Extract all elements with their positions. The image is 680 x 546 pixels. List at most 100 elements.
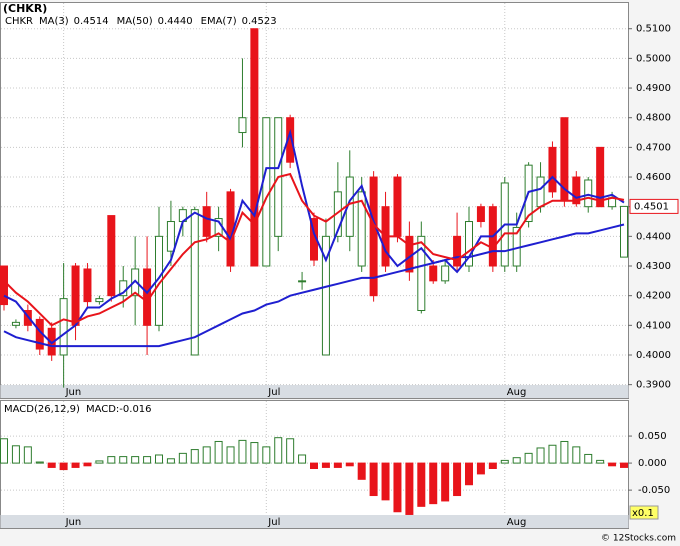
macd-bar <box>488 462 497 470</box>
macd-bar <box>274 437 283 464</box>
x-tick-label: Jul <box>267 387 280 398</box>
price-month-strip <box>0 385 629 398</box>
macd-bar <box>596 459 605 464</box>
candle-body <box>11 321 20 326</box>
scale-label: x0.1 <box>632 508 654 519</box>
candle-body <box>584 179 593 208</box>
price-panel <box>0 2 629 399</box>
macd-bar <box>226 446 235 464</box>
candle-body <box>250 28 259 267</box>
macd-bar <box>572 446 581 464</box>
macd-bar <box>23 446 32 464</box>
macd-bar <box>238 439 247 464</box>
candle-body <box>476 206 485 223</box>
indicator-line <box>3 128 625 345</box>
macd-bar <box>465 462 473 486</box>
macd-bar <box>310 462 318 470</box>
macd-title: MACD(26,12,9) <box>4 404 80 415</box>
macd-bar <box>369 462 378 497</box>
macd-bar <box>178 452 187 464</box>
macd-bar <box>417 462 426 507</box>
macd-bar <box>35 461 44 464</box>
macd-bar <box>59 462 68 471</box>
macd-bar <box>429 462 438 505</box>
legend-value: 0.4523 <box>242 16 277 27</box>
candle-body <box>321 235 330 356</box>
legend-value: 0.4440 <box>158 16 193 27</box>
macd-bar <box>441 462 450 502</box>
candle-body <box>453 235 462 267</box>
indicator-line <box>3 172 625 327</box>
macd-bar <box>536 447 545 464</box>
legend-name: EMA(7) <box>201 16 237 27</box>
candle-body <box>95 298 104 303</box>
macd-bar <box>524 452 533 464</box>
y-tick-label: 0.3900 <box>636 380 671 391</box>
legend-name: MA(50) <box>117 16 153 27</box>
y-tick-label: 0.5000 <box>636 53 671 64</box>
x-tick-label: Jun <box>65 517 82 528</box>
last-price-box <box>629 198 679 214</box>
macd-bar <box>453 462 462 497</box>
candle-body <box>298 280 307 283</box>
candle-body <box>238 117 247 134</box>
y-tick-label: 0.000 <box>638 458 667 469</box>
macd-bar <box>500 459 509 464</box>
macd-bar <box>333 462 342 468</box>
macd-bar <box>393 462 402 513</box>
macd-bar <box>512 457 521 464</box>
x-tick-label: Aug <box>507 387 527 398</box>
macd-bar <box>47 462 56 468</box>
macd-bar <box>190 449 199 464</box>
macd-bar <box>214 440 223 464</box>
macd-bar <box>83 462 92 467</box>
macd-bar <box>155 454 163 464</box>
chart-title: (CHKR) <box>3 2 47 15</box>
macd-bar <box>620 462 628 468</box>
candle-body <box>131 268 140 297</box>
candle-body <box>417 235 426 312</box>
macd-bar <box>262 446 271 464</box>
candle-body <box>0 265 8 306</box>
macd-bar <box>608 462 617 467</box>
candle-body <box>59 298 68 356</box>
macd-label: MACD:-0.016 <box>86 404 152 415</box>
macd-bar <box>381 462 390 501</box>
macd-bar <box>202 446 211 464</box>
candle-body <box>596 146 605 208</box>
candle-body <box>83 268 92 303</box>
legend-name: MA(3) <box>39 16 69 27</box>
candle-body <box>441 265 450 282</box>
macd-bar <box>0 438 8 464</box>
scale-box <box>629 505 659 520</box>
last-price-label: 0.4501 <box>634 201 669 212</box>
candle-body <box>71 265 80 326</box>
legend-symbol: CHKR <box>5 16 33 27</box>
y-tick-label: 0.4700 <box>636 142 671 153</box>
x-tick-label: Jun <box>65 387 82 398</box>
candle-body <box>572 176 581 205</box>
macd-month-strip <box>0 515 629 528</box>
macd-bar <box>71 462 80 468</box>
x-tick-label: Aug <box>507 517 527 528</box>
candle-body <box>548 146 557 193</box>
macd-bar <box>286 438 295 464</box>
macd-bar <box>131 456 140 464</box>
macd-bar <box>321 462 330 468</box>
macd-bar <box>250 442 259 464</box>
macd-bar <box>95 460 104 464</box>
x-tick-label: Jul <box>267 517 280 528</box>
y-tick-label: 0.050 <box>638 431 667 442</box>
macd-bar <box>119 456 128 464</box>
macd-bar <box>548 444 557 464</box>
y-tick-label: 0.4600 <box>636 172 671 183</box>
candle-body <box>429 265 438 282</box>
candle-body <box>536 176 545 208</box>
macd-bar <box>345 462 354 467</box>
y-tick-label: 0.4100 <box>636 320 671 331</box>
macd-bar <box>357 462 366 480</box>
macd-bar <box>584 453 593 464</box>
candle-body <box>357 191 366 267</box>
candle-body <box>107 215 116 297</box>
